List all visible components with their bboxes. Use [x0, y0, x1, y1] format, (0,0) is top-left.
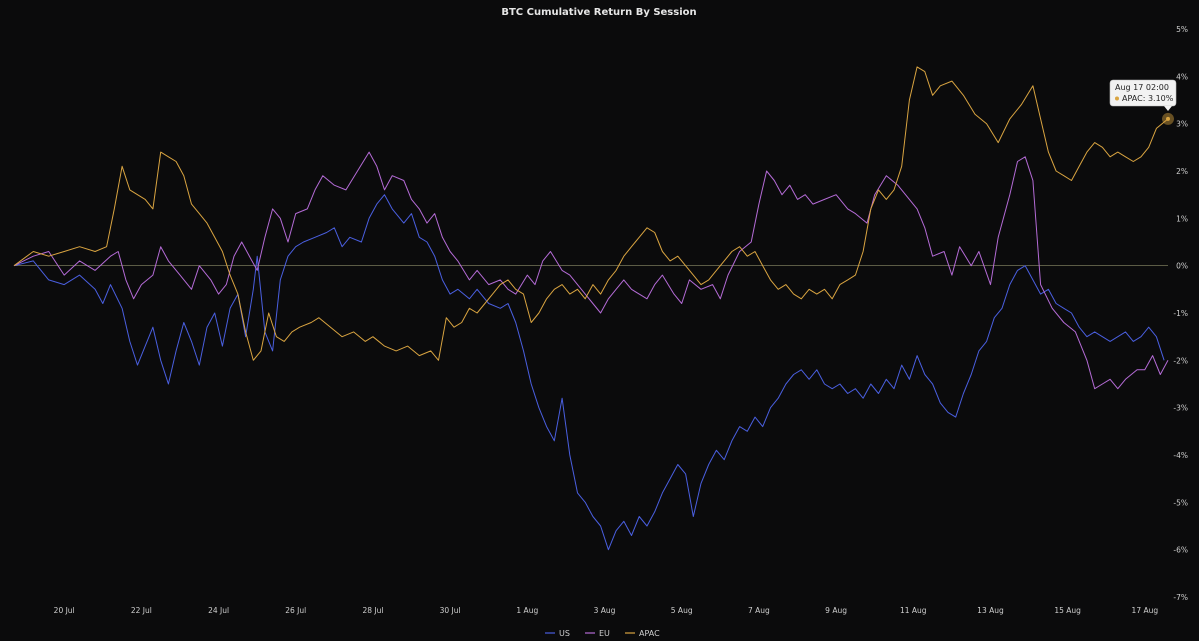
x-axis: 20 Jul 22 Jul 24 Jul 26 Jul 28 Jul 30 Jul 1 Au…	[54, 606, 1159, 615]
x-tick-label: 17 Aug	[1132, 606, 1159, 615]
x-tick-label: 3 Aug	[594, 606, 616, 615]
y-tick-label: 1%	[1176, 214, 1188, 223]
y-axis: 5% 4% 3% 2% 1% 0% -1% -2% -3% -4% -5% -6% -7%	[1173, 25, 1188, 602]
y-tick-label: -4%	[1173, 451, 1188, 460]
chart-title: BTC Cumulative Return By Session	[501, 7, 696, 18]
x-tick-label: 20 Jul	[54, 606, 75, 615]
x-tick-label: 11 Aug	[900, 606, 927, 615]
x-tick-label: 9 Aug	[825, 606, 847, 615]
x-tick-label: 22 Jul	[131, 606, 152, 615]
x-tick-label: 30 Jul	[440, 606, 461, 615]
x-tick-label: 5 Aug	[671, 606, 693, 615]
y-tick-label: 5%	[1176, 25, 1188, 34]
y-tick-label: 3%	[1176, 120, 1188, 129]
legend-label: APAC	[639, 629, 660, 638]
x-tick-label: 7 Aug	[748, 606, 770, 615]
tooltip-pointer	[1164, 106, 1172, 111]
tooltip-swatch	[1115, 96, 1119, 101]
series-line-apac[interactable]	[13, 66, 1169, 361]
y-tick-label: -3%	[1173, 404, 1188, 413]
legend-label: US	[559, 629, 570, 638]
x-tick-label: 1 Aug	[516, 606, 538, 615]
series-group	[13, 66, 1169, 551]
y-tick-label: -7%	[1173, 593, 1188, 602]
legend[interactable]: US EU APAC	[545, 629, 660, 638]
tooltip: Aug 17 02:00 APAC: 3.10%	[1109, 79, 1177, 125]
y-tick-label: 2%	[1176, 167, 1188, 176]
x-tick-label: 24 Jul	[208, 606, 229, 615]
x-tick-label: 28 Jul	[362, 606, 383, 615]
legend-item-us[interactable]: US	[545, 629, 570, 638]
legend-label: EU	[599, 629, 610, 638]
legend-item-eu[interactable]: EU	[585, 629, 610, 638]
y-tick-label: -5%	[1173, 498, 1188, 507]
x-tick-label: 15 Aug	[1054, 606, 1081, 615]
hover-point	[1166, 116, 1170, 121]
y-tick-label: 0%	[1176, 262, 1188, 271]
y-tick-label: -6%	[1173, 546, 1188, 555]
y-tick-label: 4%	[1176, 72, 1188, 81]
tooltip-value: APAC: 3.10%	[1122, 94, 1174, 103]
legend-item-apac[interactable]: APAC	[625, 629, 660, 638]
tooltip-date: Aug 17 02:00	[1115, 83, 1169, 92]
series-line-eu[interactable]	[13, 151, 1169, 390]
tooltip-box	[1109, 79, 1177, 107]
series-line-us[interactable]	[13, 194, 1165, 551]
x-tick-label: 26 Jul	[285, 606, 306, 615]
y-tick-label: -2%	[1173, 356, 1188, 365]
y-tick-label: -1%	[1173, 309, 1188, 318]
x-tick-label: 13 Aug	[977, 606, 1004, 615]
